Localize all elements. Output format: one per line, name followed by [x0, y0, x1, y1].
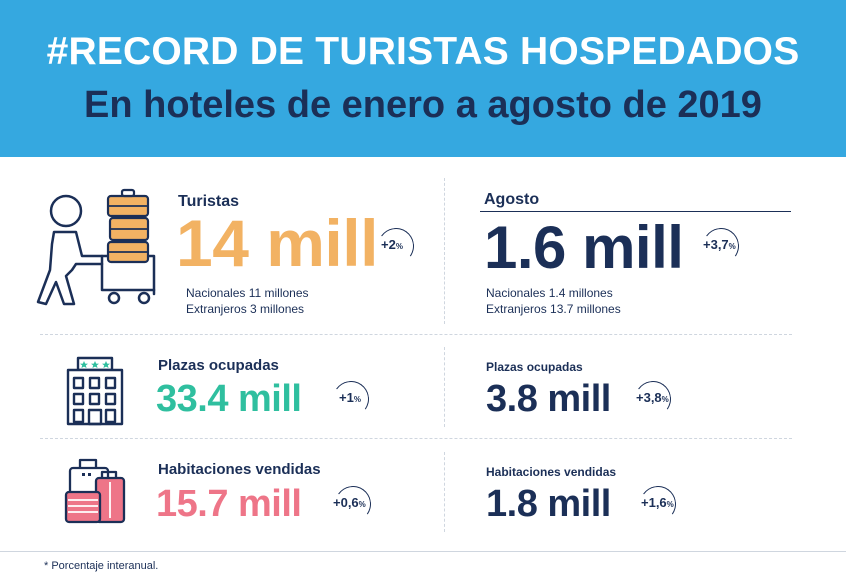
agosto-label: Agosto: [484, 191, 540, 208]
agosto-habitaciones-label: Habitaciones vendidas: [486, 465, 617, 479]
plazas-change: +1%: [339, 390, 361, 405]
row-divider: [40, 334, 792, 335]
column-divider: [444, 452, 445, 532]
traveler-with-luggage-cart-icon: [36, 186, 156, 312]
hotel-building-icon: [64, 352, 126, 426]
row-divider: [40, 438, 792, 439]
footnote: * Porcentaje interanual.: [44, 560, 159, 572]
agosto-habitaciones-value: 1.8 mill: [486, 483, 611, 525]
turistas-label: Turistas: [178, 193, 240, 210]
page-subtitle: En hoteles de enero a agosto de 2019: [84, 84, 762, 126]
agosto-habitaciones-change: +1,6%: [641, 495, 674, 510]
agosto-plazas-change: +3,8%: [636, 390, 669, 405]
plazas-label: Plazas ocupadas: [158, 357, 279, 374]
habitaciones-label: Habitaciones vendidas: [158, 461, 321, 478]
agosto-plazas-label: Plazas ocupadas: [486, 360, 583, 374]
agosto-nacionales: Nacionales 1.4 millones: [486, 286, 613, 300]
page-title: #RECORD DE TURISTAS HOSPEDADOS: [46, 30, 800, 73]
footer-divider: [0, 551, 846, 552]
turistas-extranjeros: Extranjeros 3 millones: [186, 302, 305, 316]
header-banner: #RECORD DE TURISTAS HOSPEDADOS En hotele…: [0, 0, 846, 157]
habitaciones-value: 15.7 mill: [156, 483, 302, 525]
column-divider: [444, 347, 445, 427]
turistas-nacionales: Nacionales 11 millones: [186, 286, 309, 300]
turistas-value: 14 mill: [176, 206, 378, 280]
agosto-value: 1.6 mill: [484, 214, 684, 281]
agosto-change: +3,7%: [703, 237, 736, 252]
agosto-extranjeros: Extranjeros 13.7 millones: [486, 302, 621, 316]
suitcases-icon: [62, 456, 130, 526]
column-divider: [444, 178, 445, 324]
agosto-underline: [480, 211, 791, 212]
habitaciones-change: +0,6%: [333, 495, 366, 510]
agosto-plazas-value: 3.8 mill: [486, 378, 611, 420]
turistas-change: +2%: [381, 237, 403, 252]
plazas-value: 33.4 mill: [156, 378, 302, 420]
